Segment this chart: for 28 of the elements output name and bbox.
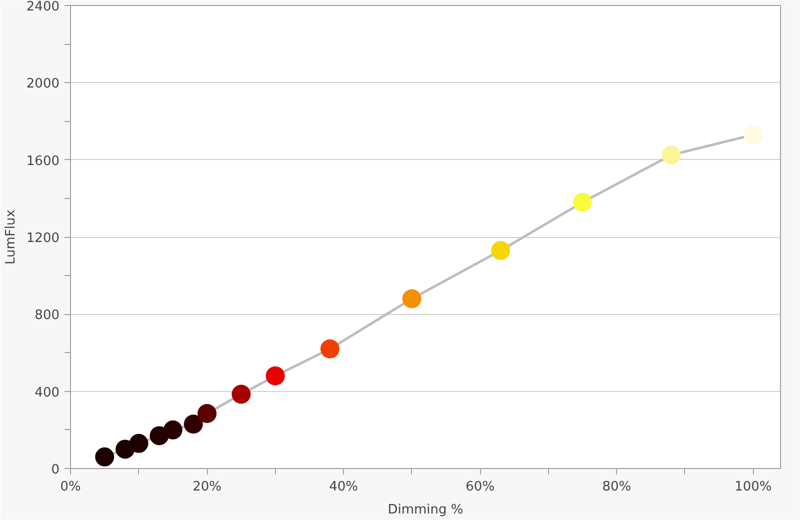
point [163,420,182,440]
point [662,146,681,164]
y-tick-label: 800 [34,308,60,324]
point [402,289,422,308]
point [266,366,285,386]
point [232,384,251,404]
x-tick-label: 60% [466,480,495,494]
y-tick-label: 1600 [26,154,60,169]
point [129,434,148,453]
point [573,192,592,212]
y-tick-label: 1200 [26,231,60,246]
y-tick-label: 400 [34,385,60,400]
point [95,447,114,466]
y-tick-label: 0 [51,462,60,478]
x-axis-title: Dimming % [388,502,464,518]
point [744,125,763,144]
x-tick-label: 80% [602,480,632,494]
x-tick-label: 0% [60,480,81,494]
y-tick-label: 2000 [26,76,60,92]
point [184,414,203,434]
x-tick-label: 100% [734,480,772,494]
point [320,339,340,358]
point [198,404,217,423]
y-tick-label: 2400 [26,0,60,14]
point [491,241,510,260]
x-tick-label: 20% [192,480,222,494]
y-axis-title: LumFlux [3,209,18,264]
x-tick-label: 40% [329,480,358,494]
